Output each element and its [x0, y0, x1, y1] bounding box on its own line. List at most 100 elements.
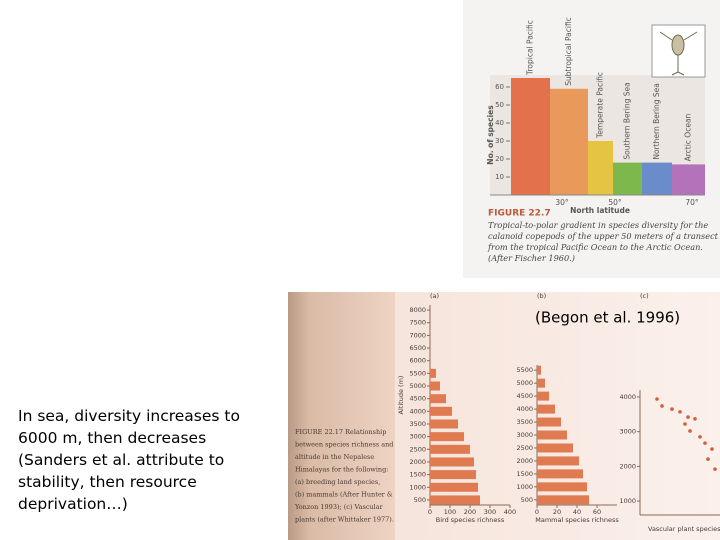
x-tick-label: 0	[428, 508, 432, 516]
y-tick-label: 5000	[409, 382, 426, 390]
bar	[537, 482, 587, 492]
y-tick-label: 4000	[516, 405, 533, 413]
note-line: In sea, diversity increases to	[18, 407, 240, 425]
point	[683, 422, 687, 426]
bar	[430, 432, 464, 442]
citation: (Begon et al. 1996)	[535, 309, 680, 327]
note-text: In sea, diversity increases to 6000 m, th…	[18, 405, 240, 515]
y-tick-label: 500	[521, 496, 533, 504]
copepod-icon	[659, 31, 698, 76]
note-line: stability, then resource	[18, 473, 197, 491]
bar	[537, 495, 589, 505]
y-tick-label: 1000	[619, 497, 636, 505]
x-axis-label: Bird species richness	[436, 516, 505, 524]
point	[693, 417, 697, 421]
x-tick-label: 20	[553, 508, 561, 516]
bar	[537, 456, 579, 466]
y-tick-label: 5000	[516, 379, 533, 387]
bar	[430, 381, 440, 391]
x-axis-label: North latitude	[570, 206, 630, 215]
x-tick-label: 40	[573, 508, 581, 516]
y-tick-label: 2500	[409, 445, 426, 453]
caption-line: (b) mammals (After Hunter &	[295, 491, 393, 499]
caption-line: Himalayas for the following:	[295, 466, 388, 474]
bar	[537, 417, 561, 427]
caption-line: altitude in the Nepalese	[295, 453, 374, 461]
y-tick-label: 2500	[516, 444, 533, 452]
x-tick-label: 30°	[555, 198, 569, 207]
y-tick-label: 3000	[619, 428, 636, 436]
point	[655, 397, 659, 401]
point	[703, 441, 707, 445]
bar	[430, 444, 470, 454]
x-tick-label: 400	[504, 508, 516, 516]
bar	[430, 457, 474, 467]
y-tick-label: 500	[414, 496, 426, 504]
y-tick-label: 60	[495, 83, 504, 91]
y-tick-label: 8000	[409, 306, 426, 314]
bar	[672, 164, 705, 195]
bar	[430, 482, 478, 492]
bar	[430, 394, 446, 404]
bar	[537, 404, 555, 414]
y-tick-label: 1000	[409, 483, 426, 491]
category-label: Temperate Pacific	[596, 72, 605, 139]
y-tick-label: 30	[495, 137, 504, 145]
point	[660, 404, 664, 408]
category-label: Arctic Ocean	[684, 113, 693, 161]
caption-line: (After Fischer 1960.)	[488, 253, 575, 263]
bar	[550, 88, 588, 195]
y-tick-label: 5500	[409, 369, 426, 377]
point	[670, 407, 674, 411]
category-label: Southern Bering Sea	[623, 82, 632, 159]
caption-line: from the tropical Pacific Ocean to the A…	[487, 242, 703, 252]
point	[688, 429, 692, 433]
caption-line: between species richness and	[295, 441, 393, 449]
bar	[537, 443, 573, 453]
y-tick-label: 6000	[409, 357, 426, 365]
bar	[588, 141, 613, 195]
caption-line: plants (after Whittaker 1977).	[295, 516, 394, 524]
caption-line: Yonzon 1993); (c) Vascular	[294, 503, 384, 511]
note-line: (Sanders et al. attribute to	[18, 451, 225, 469]
y-tick-label: 1500	[409, 471, 426, 479]
caption-line: Tropical-to-polar gradient in species di…	[488, 220, 708, 230]
y-axis-label: Altitude (m)	[397, 376, 405, 415]
panel-label: (c)	[640, 292, 649, 300]
y-tick-label: 3500	[409, 420, 426, 428]
y-tick-label: 3000	[409, 433, 426, 441]
point	[713, 467, 717, 471]
bar	[537, 469, 583, 479]
y-tick-label: 7500	[409, 319, 426, 327]
y-tick-label: 10	[495, 173, 504, 181]
caption-line: FIGURE 22.17 Relationship	[295, 428, 386, 436]
point	[678, 410, 682, 414]
y-tick-label: 40	[495, 119, 504, 127]
y-tick-label: 2000	[409, 458, 426, 466]
y-tick-label: 4500	[516, 392, 533, 400]
bar	[642, 162, 672, 195]
y-tick-label: 5500	[516, 366, 533, 374]
y-tick-label: 2000	[619, 462, 636, 470]
y-tick-label: 4000	[619, 393, 636, 401]
category-label: Northern Bering Sea	[652, 83, 661, 159]
y-tick-label: 4000	[409, 407, 426, 415]
y-tick-label: 50	[495, 101, 504, 109]
bar	[537, 378, 545, 388]
y-axis-label: No. of species	[486, 105, 495, 165]
point	[686, 415, 690, 419]
bar	[430, 470, 476, 480]
x-axis-label: Vascular plant species richness	[648, 525, 720, 533]
x-tick-label: 60	[593, 508, 601, 516]
category-label: Tropical Pacific	[526, 20, 535, 76]
point	[706, 457, 710, 461]
x-tick-label: 200	[464, 508, 476, 516]
y-tick-label: 3500	[516, 418, 533, 426]
x-tick-label: 0	[535, 508, 539, 516]
y-tick-label: 4500	[409, 395, 426, 403]
bar	[430, 406, 452, 416]
figure-title: FIGURE 22.7	[488, 209, 551, 219]
y-tick-label: 2000	[516, 457, 533, 465]
bar	[537, 430, 567, 440]
